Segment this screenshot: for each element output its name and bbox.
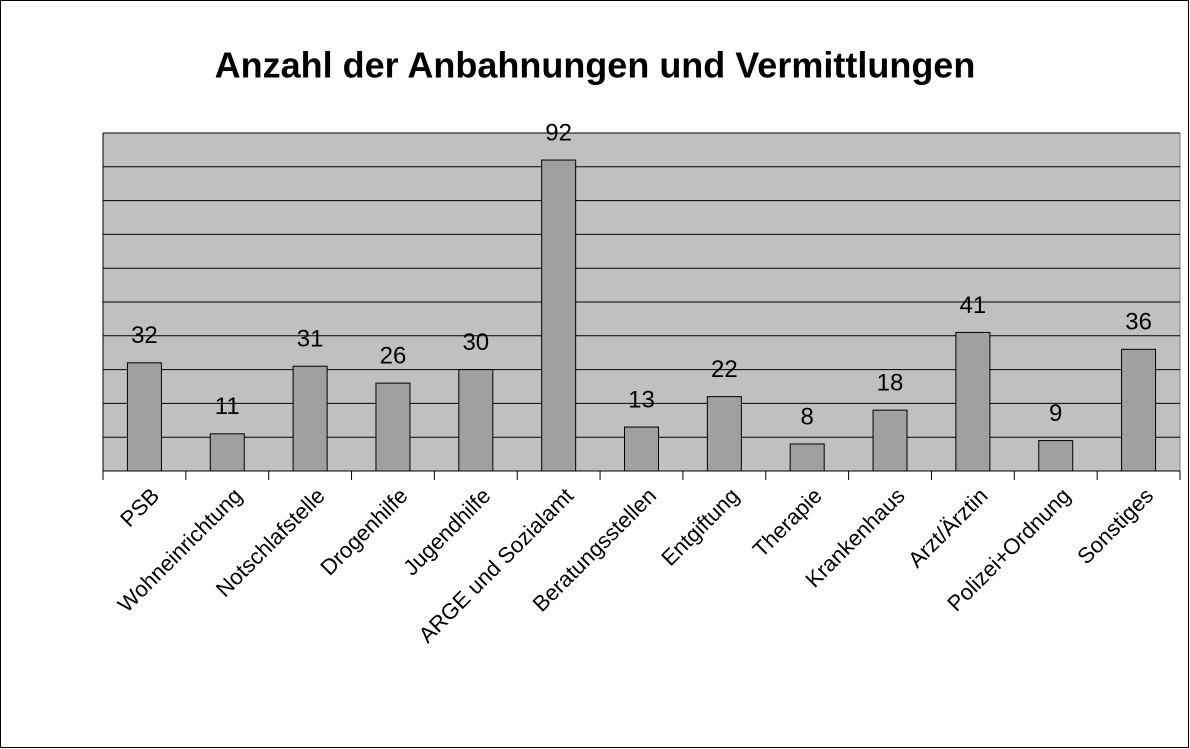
data-label: 30 — [462, 329, 489, 356]
bar — [458, 369, 494, 472]
data-label: 36 — [1125, 309, 1152, 336]
bar — [1121, 348, 1157, 472]
bar — [126, 362, 162, 472]
data-label: 26 — [380, 342, 407, 369]
data-label: 32 — [131, 322, 158, 349]
chart-title: Anzahl der Anbahnungen und Vermittlungen — [215, 45, 976, 86]
bar — [955, 331, 991, 472]
data-label: 92 — [545, 119, 572, 146]
bar — [541, 159, 577, 472]
data-label: 22 — [711, 356, 738, 383]
data-label: 41 — [960, 292, 987, 319]
bar — [292, 365, 328, 472]
data-label: 8 — [801, 403, 814, 430]
data-label: 9 — [1049, 400, 1062, 427]
data-label: 11 — [215, 393, 240, 420]
data-label: 18 — [877, 370, 904, 397]
bar — [789, 443, 825, 472]
bar — [872, 409, 908, 472]
bar — [624, 426, 659, 472]
data-label: 31 — [297, 326, 324, 353]
data-label: 13 — [628, 386, 655, 413]
bar — [375, 382, 411, 472]
bar — [1038, 440, 1074, 472]
bar — [706, 396, 742, 472]
bar — [209, 433, 245, 472]
